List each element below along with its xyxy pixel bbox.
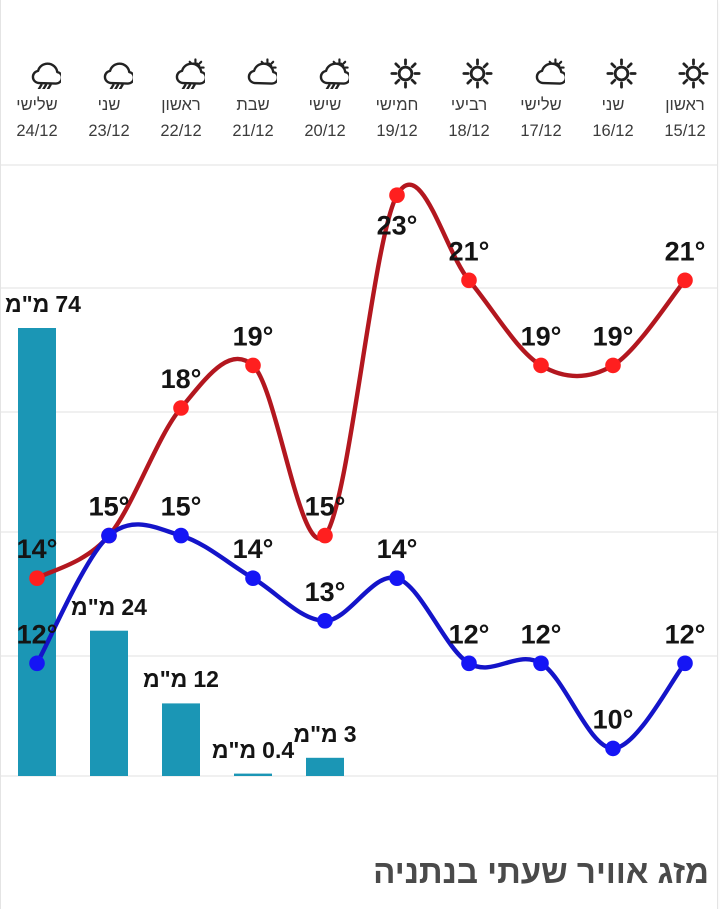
svg-text:10°: 10°: [593, 704, 634, 734]
svg-text:14°: 14°: [233, 534, 274, 564]
svg-text:19°: 19°: [233, 321, 274, 351]
svg-text:12°: 12°: [449, 619, 490, 649]
svg-text:12°: 12°: [17, 619, 58, 649]
svg-text:12°: 12°: [665, 619, 706, 649]
svg-text:19°: 19°: [521, 321, 562, 351]
svg-text:15°: 15°: [305, 492, 346, 522]
svg-text:21°: 21°: [449, 236, 490, 266]
svg-text:13°: 13°: [305, 577, 346, 607]
svg-text:14°: 14°: [17, 534, 58, 564]
svg-text:15°: 15°: [161, 492, 202, 522]
svg-text:14°: 14°: [377, 534, 418, 564]
svg-text:12°: 12°: [521, 619, 562, 649]
svg-text:21°: 21°: [665, 236, 706, 266]
svg-text:19°: 19°: [593, 321, 634, 351]
svg-text:18°: 18°: [161, 364, 202, 394]
svg-text:15°: 15°: [89, 492, 130, 522]
svg-text:23°: 23°: [377, 211, 418, 241]
